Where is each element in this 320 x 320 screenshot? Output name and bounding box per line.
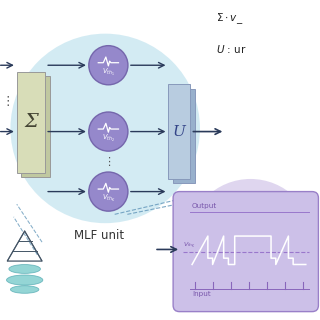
Text: $V_{th_K}$: $V_{th_K}$ (183, 241, 196, 250)
Circle shape (89, 112, 128, 151)
FancyBboxPatch shape (17, 72, 45, 172)
Ellipse shape (11, 286, 39, 293)
Ellipse shape (6, 275, 43, 285)
Text: $V_{th_2}$: $V_{th_2}$ (102, 133, 115, 144)
Text: $V_{th_K}$: $V_{th_K}$ (101, 193, 115, 204)
Circle shape (89, 46, 128, 85)
Text: ⋮: ⋮ (103, 156, 114, 167)
Text: U: U (173, 124, 186, 139)
Ellipse shape (9, 265, 40, 273)
Text: Input: Input (192, 292, 211, 297)
Circle shape (187, 179, 314, 305)
Text: MLF unit: MLF unit (74, 229, 124, 242)
FancyBboxPatch shape (173, 89, 195, 183)
Text: $\Sigma\cdot v\_$: $\Sigma\cdot v\_$ (216, 12, 243, 26)
Text: Σ: Σ (24, 113, 38, 131)
Circle shape (89, 172, 128, 211)
Text: $V_{th_1}$: $V_{th_1}$ (102, 67, 115, 78)
FancyBboxPatch shape (173, 192, 318, 312)
FancyBboxPatch shape (21, 76, 50, 177)
FancyBboxPatch shape (168, 84, 190, 179)
Text: $\it{U}$ : ur: $\it{U}$ : ur (216, 43, 246, 55)
Text: Output: Output (192, 203, 217, 209)
Text: ⋮: ⋮ (1, 95, 13, 108)
Circle shape (11, 34, 200, 223)
